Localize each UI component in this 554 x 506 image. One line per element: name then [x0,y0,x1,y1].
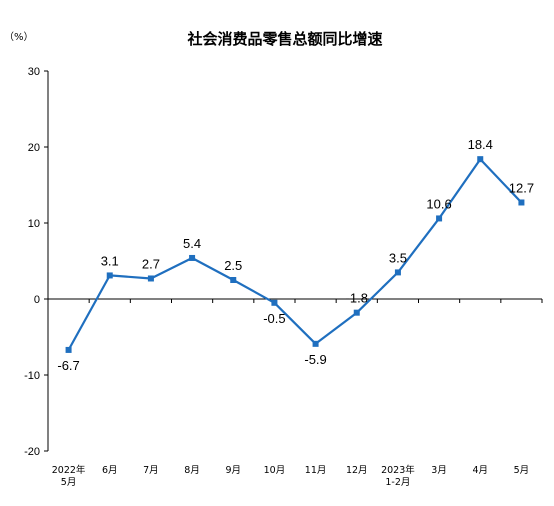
data-label: 2.7 [142,256,160,271]
x-tick-label: 4月 [472,465,488,476]
x-tick-label: 12月 [346,465,368,476]
x-tick-label: 11月 [305,465,327,476]
x-tick-label: 7月 [143,465,159,476]
data-label: 12.7 [509,180,534,195]
y-tick-label: 30 [28,66,40,78]
data-point-marker [353,309,360,316]
data-point-marker [312,340,319,347]
data-point-marker [147,275,154,282]
data-label: 2.5 [224,258,242,273]
chart-title: 社会消费品零售总额同比增速 [186,30,382,48]
data-point-marker [230,277,237,283]
x-tick-label: 8月 [184,465,200,476]
x-tick-label: 2023年 [381,464,415,476]
data-label: 5.4 [183,236,201,251]
x-tick-label: 9月 [225,465,241,476]
y-tick-label: -20 [24,446,40,458]
axes [44,70,543,452]
data-label: 3.5 [389,250,407,265]
data-label: 10.6 [426,196,451,211]
x-tick-label: 5月 [514,465,530,476]
x-tick-label: 5月 [61,477,77,488]
data-labels: -6.7 3.1 2.7 5.4 2.5 -0.5 -5.9 -1.8 3.5 10.6 18.4 1… [57,137,534,373]
data-point-marker [189,254,196,261]
y-unit-label: （%） [4,31,34,43]
data-label: -6.7 [57,358,79,373]
x-tick-label: 10月 [264,465,286,476]
data-point-marker [271,299,278,306]
data-label: -5.9 [304,352,326,367]
x-tick-label: 3月 [431,465,447,476]
x-tick-label: 6月 [102,465,118,476]
data-label: 3.1 [101,253,119,268]
y-tick-label: 10 [28,218,40,230]
data-point-marker [65,346,72,353]
data-label: -1.8 [346,291,368,306]
data-label: 18.4 [468,137,493,152]
y-tick-label: -10 [24,370,40,382]
data-point-marker [394,269,401,276]
y-tick-labels: 30 20 10 0 -10 -20 [24,66,40,458]
data-point-marker [436,215,443,222]
series-line [67,158,523,351]
x-tick-label: 2022年 [52,464,86,476]
y-tick-label: 0 [34,294,40,306]
x-tick-label: 1-2月 [385,477,410,488]
data-point-marker [518,199,525,206]
series [65,156,525,353]
data-label: -0.5 [263,311,285,326]
y-tick-label: 20 [28,142,40,154]
data-point-marker [477,156,484,163]
data-point-marker [106,272,113,279]
